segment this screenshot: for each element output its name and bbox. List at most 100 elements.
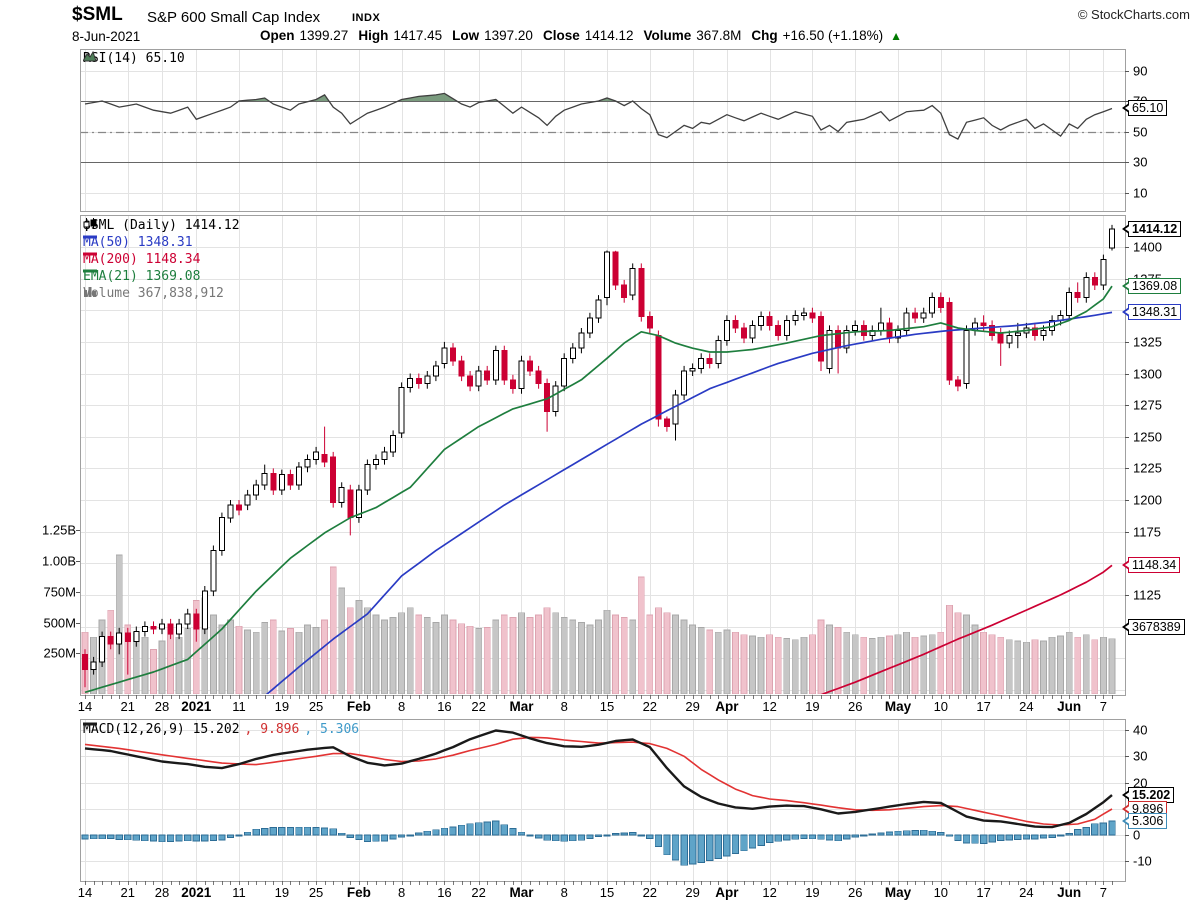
x-axis-label: Apr	[715, 885, 739, 900]
x-axis-label: Jun	[1057, 885, 1082, 900]
volume-bars	[81, 554, 1116, 694]
quote-value: 1397.20	[484, 28, 533, 43]
quote-value: 367.8M	[696, 28, 742, 43]
x-axis-label: 25	[308, 699, 324, 714]
x-axis-label: 22	[642, 885, 658, 900]
macd-legend: MACD(12,26,9) 15.202 , 9.896 , 5.306	[83, 722, 359, 737]
quote-chg: Chg +16.50 (+1.18%)	[751, 28, 883, 43]
quote-low: Low 1397.20	[452, 28, 533, 43]
axis-value-box: 15.202	[1128, 787, 1175, 804]
x-axis-label: 12	[762, 699, 777, 714]
price-ytick: 1400	[1133, 239, 1162, 255]
ema21-line-swatch	[83, 269, 97, 273]
x-axis-label: 21	[120, 885, 136, 900]
volume-bars-icon	[84, 287, 96, 297]
price-ytick: 1125	[1133, 587, 1161, 603]
x-axis-label: 29	[685, 699, 700, 714]
volume-legend: Volume 367,838,912	[83, 286, 224, 301]
stockcharts-credit: © StockCharts.com	[1077, 7, 1190, 22]
quote-close: Close 1414.12	[543, 28, 634, 43]
volume-legend-label: Volume 367,838,912	[83, 286, 224, 301]
ma200-line-swatch	[83, 252, 97, 256]
x-axis-label: 11	[232, 699, 246, 714]
price-ytick: 1275	[1133, 397, 1162, 413]
x-axis-label: May	[884, 699, 912, 714]
x-axis-label: 2021	[181, 699, 212, 714]
price-ytick: 1175	[1133, 524, 1161, 540]
x-axis-label: 16	[437, 699, 452, 714]
candles	[82, 224, 1115, 688]
rsi-panel	[80, 49, 1129, 212]
x-axis-label: Feb	[346, 885, 371, 900]
x-axis-label: Feb	[346, 699, 371, 714]
x-axis-label: 28	[154, 885, 170, 900]
price-panel	[76, 215, 1129, 699]
quote-open: Open 1399.27	[260, 28, 348, 43]
x-axis-label: 21	[120, 699, 136, 714]
price-legend-title: $SML (Daily) 1414.12	[83, 218, 240, 233]
x-axis-label: 7	[1099, 699, 1108, 714]
rsi-legend: RSI(14) 65.10	[83, 51, 185, 66]
axis-value-box: 1414.12	[1128, 221, 1182, 238]
volume-ytick: 1.00B	[42, 553, 76, 569]
x-axis-label: May	[884, 885, 912, 900]
price-ytick: 1200	[1133, 492, 1162, 508]
x-axis-label: 22	[471, 885, 486, 900]
ema21-legend-label: EMA(21) 1369.08	[83, 269, 201, 284]
rsi-ytick: 10	[1133, 185, 1148, 200]
ma50-line-swatch	[83, 235, 97, 239]
macd-signal-line	[84, 736, 1113, 826]
ema21-line	[84, 285, 1113, 694]
x-axis-label: 26	[847, 699, 863, 714]
symbol: $SML	[72, 4, 123, 25]
quote-label: Volume	[643, 28, 692, 43]
quote-value: 1417.45	[393, 28, 443, 43]
macd-legend-main: MACD(12,26,9) 15.202	[83, 722, 240, 737]
x-axis-label: 28	[154, 699, 170, 714]
x-axis-label: 17	[976, 885, 991, 900]
x-axis-label: 8	[560, 699, 568, 714]
chart-date: 8-Jun-2021	[72, 29, 141, 44]
volume-ytick: 1.25B	[42, 522, 76, 538]
x-axis-label: Apr	[715, 699, 739, 714]
x-axis-label: 8	[398, 699, 406, 714]
macd-ytick: 0	[1133, 827, 1141, 843]
x-axis-label: 7	[1099, 885, 1108, 900]
candlestick-icon	[83, 218, 97, 231]
quote-value: 1399.27	[299, 28, 349, 43]
x-axis-label: 19	[805, 699, 820, 714]
ma50-legend: MA(50) 1348.31	[83, 235, 193, 250]
quote-label: Close	[542, 28, 580, 43]
ma200-legend: MA(200) 1148.34	[83, 252, 200, 267]
ma200-legend-label: MA(200) 1148.34	[83, 252, 201, 267]
macd-histogram	[81, 820, 1116, 866]
index-name: S&P 600 Small Cap Index	[147, 9, 321, 26]
macd-line	[84, 729, 1113, 829]
x-axis-label: 26	[847, 885, 863, 900]
rsi-overbought-fill	[239, 93, 616, 101]
x-axis-label: 17	[976, 699, 991, 714]
rsi-ytick: 50	[1133, 124, 1148, 139]
axis-value-box: 1369.08	[1128, 278, 1182, 295]
axis-value-box: 1148.34	[1128, 557, 1181, 574]
ema21-legend: EMA(21) 1369.08	[83, 269, 200, 284]
volume-ytick: 500M	[43, 615, 76, 630]
x-axis-label: 24	[1019, 885, 1034, 900]
axis-value-box: 1348.31	[1128, 304, 1182, 321]
axis-value-box: 65.10	[1128, 100, 1168, 117]
price-legend-label: $SML (Daily) 1414.12	[83, 218, 240, 233]
rsi-legend-label: RSI(14) 65.10	[83, 51, 185, 66]
x-axis-label: 19	[274, 699, 290, 714]
price-ytick: 1300	[1133, 366, 1162, 381]
price-ytick: 1225	[1133, 460, 1162, 476]
macd-line-swatch	[83, 722, 97, 726]
rsi-line	[84, 92, 1113, 140]
x-axis-label: Mar	[509, 699, 534, 714]
quote-label: Low	[452, 28, 480, 43]
x-axis-label: 19	[805, 885, 820, 900]
x-axis-label: 14	[77, 885, 93, 900]
x-axis-label: 29	[685, 885, 700, 900]
axis-value-box: 5.306	[1128, 813, 1168, 830]
ma200-line	[820, 564, 1113, 694]
